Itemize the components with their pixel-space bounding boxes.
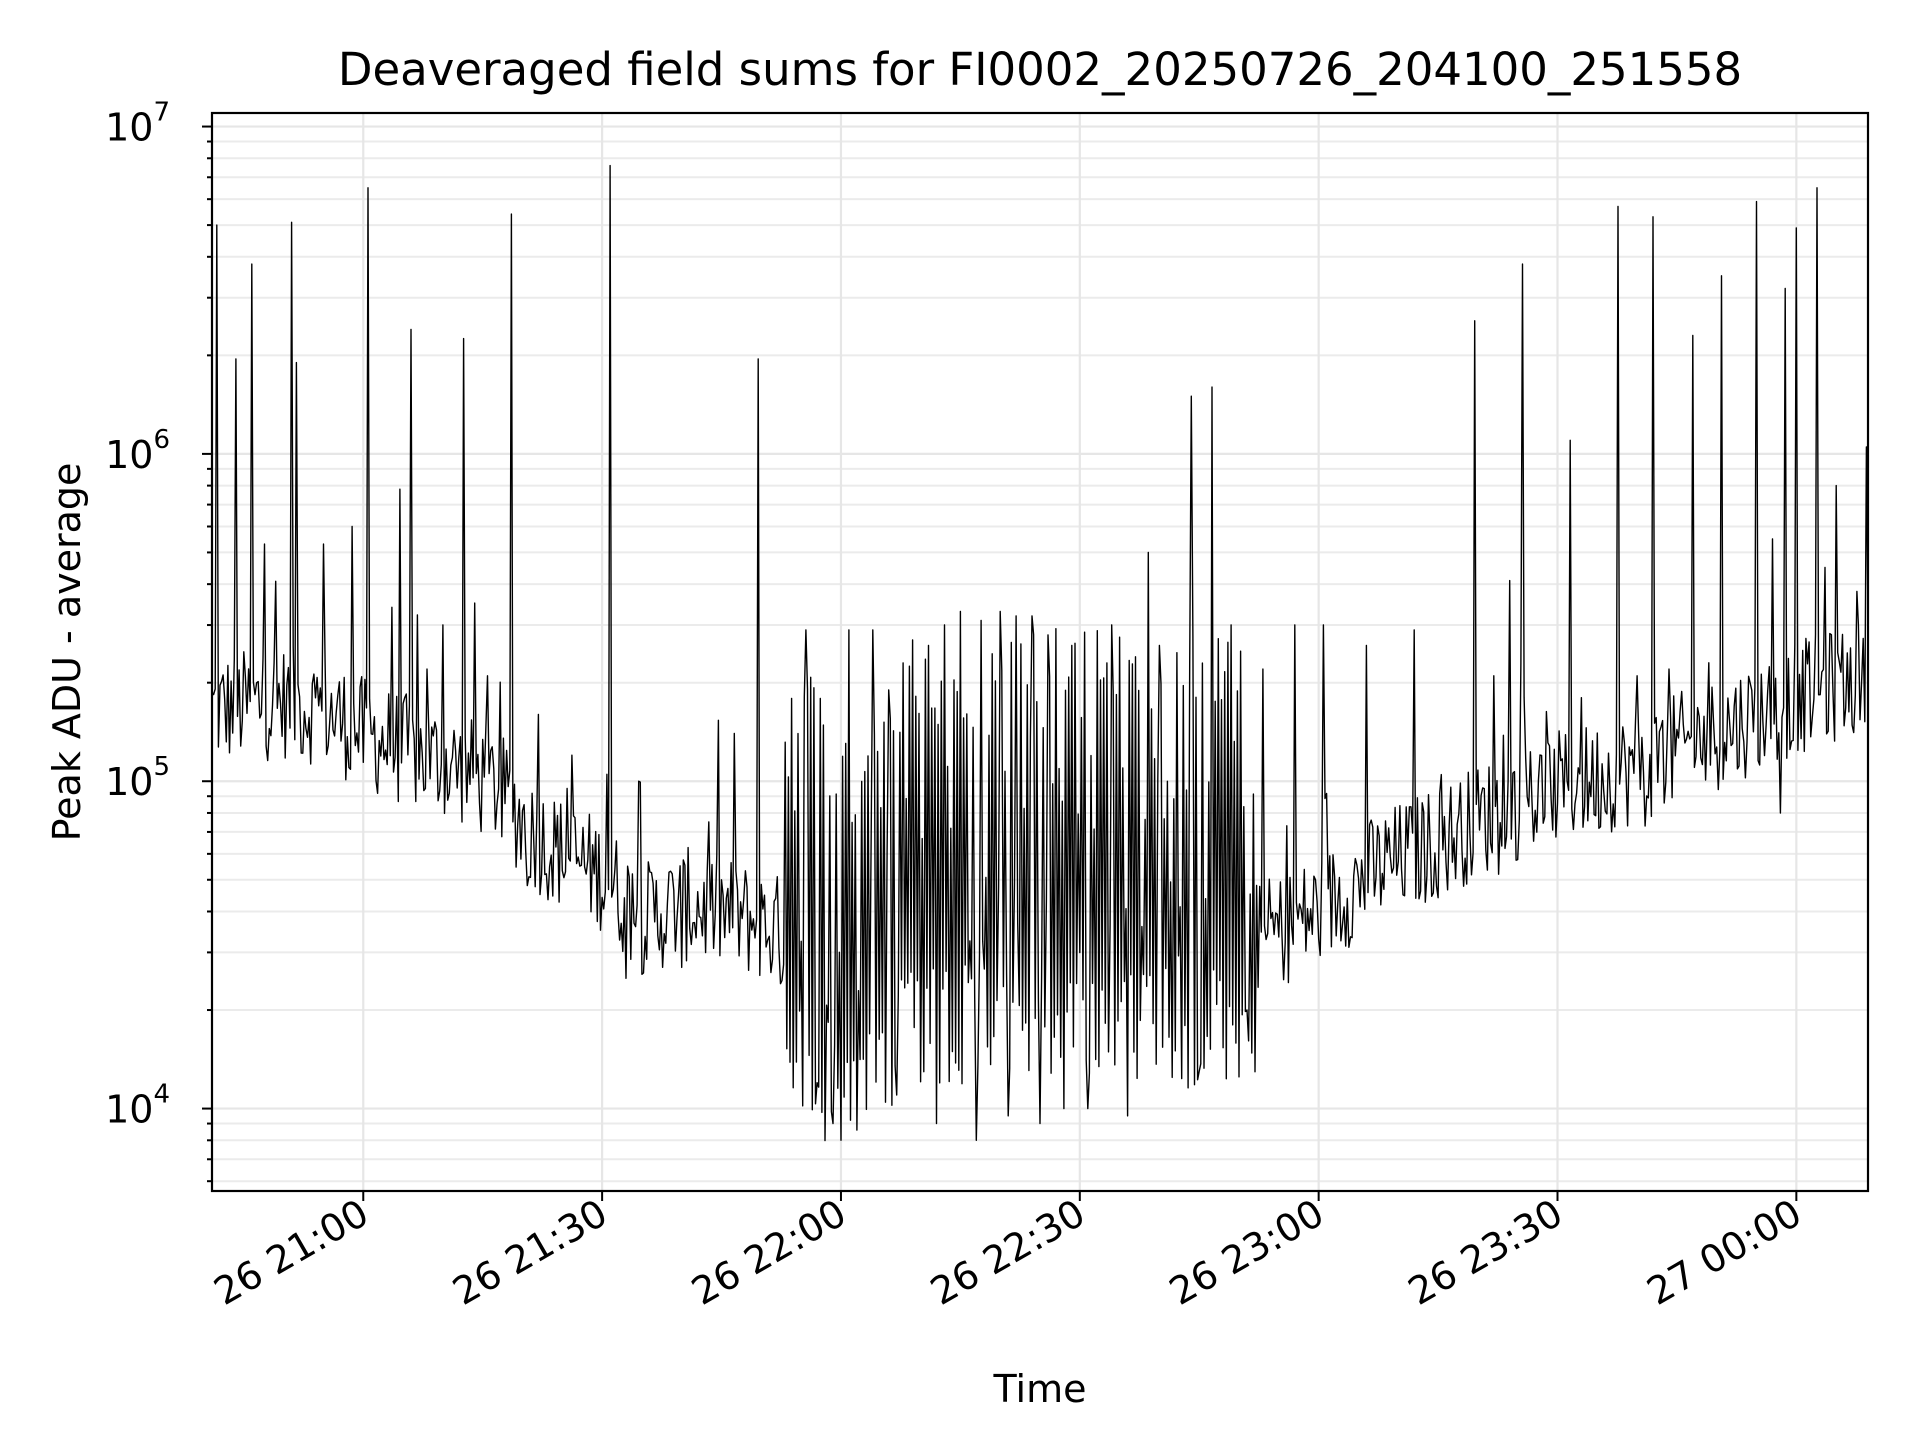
y-tick-label: 105 [105,752,170,804]
chart-title: Deaveraged field sums for FI0002_2025072… [338,43,1742,96]
data-series-line [211,164,1869,1142]
y-tick-label: 107 [105,98,170,150]
y-tick-label: 106 [105,425,170,477]
y-tick-label: 104 [105,1080,170,1132]
plot-frame [210,111,1870,1193]
series-layer [211,164,1869,1142]
x-axis-label: Time [993,1367,1087,1411]
y-axis-label: Peak ADU - average [45,463,89,842]
